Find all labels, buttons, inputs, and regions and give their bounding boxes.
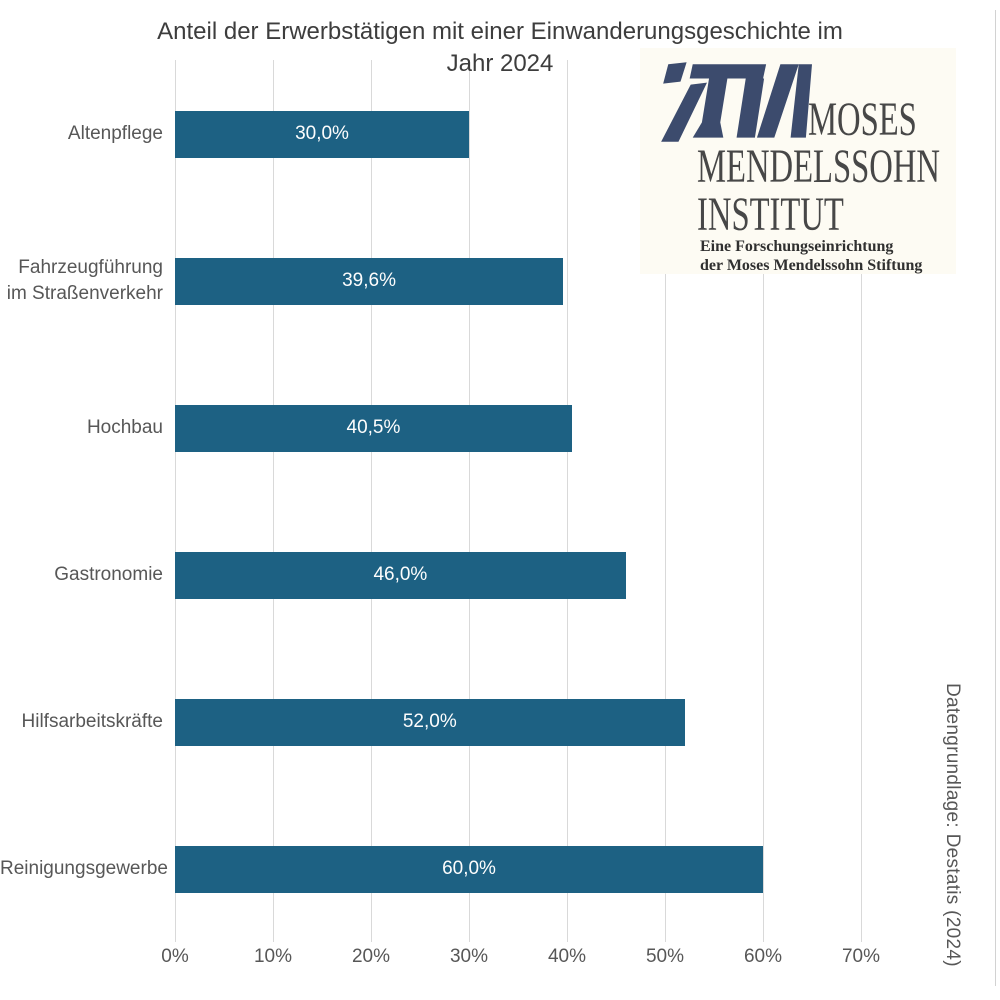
logo-subtitle-line-1: Eine Forschungseinrichtung [700, 238, 894, 255]
bar-value-label: 60,0% [442, 858, 496, 879]
logo-subtitle-line-2: der Moses Mendelssohn Stiftung [700, 257, 923, 274]
category-label: Hilfsarbeitskräfte [21, 711, 164, 732]
bar-value-label: 30,0% [295, 123, 349, 144]
x-tick-label: 0% [161, 946, 189, 967]
chart-title: Anteil der Erwerbstätigen mit einer Einw… [0, 16, 1000, 80]
category-label: Gastronomie [54, 564, 163, 585]
bar-value-label: 46,0% [373, 564, 428, 585]
mmi-hebrew-letters-icon [661, 62, 812, 142]
x-tick-label: 70% [841, 946, 881, 967]
bar: 40,5% [175, 404, 572, 452]
x-tick-label: 60% [743, 946, 783, 967]
gridline [861, 60, 862, 942]
bar: 46,0% [175, 551, 626, 599]
gridline [175, 60, 176, 942]
bar-value-label: 52,0% [402, 711, 457, 732]
chart-title-line-2: Jahr 2024 [446, 50, 554, 77]
bar: 30,0% [175, 110, 469, 158]
category-label: Reinigungsgewerbe [0, 858, 168, 879]
data-source-caption: Datengrundlage: Destatis (2024) [942, 683, 963, 967]
gridline [567, 60, 568, 942]
chart-title-line-1: Anteil der Erwerbstätigen mit einer Einw… [157, 18, 843, 45]
plot-right-border [995, 10, 996, 986]
category-label: Altenpflege [67, 123, 163, 144]
bar-value-label: 39,6% [342, 270, 396, 291]
bar: 39,6% [175, 257, 564, 305]
gridline [665, 60, 666, 942]
category-label: Fahrzeugführung im Straßenverkehr [6, 257, 163, 304]
x-tick-label: 30% [449, 946, 489, 967]
x-tick-label: 10% [253, 946, 293, 967]
category-label: Hochbau [86, 417, 163, 438]
bar-value-label: 40,5% [346, 417, 401, 438]
logo-text-moses: MOSES [808, 93, 917, 146]
gridline [371, 60, 372, 942]
x-tick-label: 40% [547, 946, 587, 967]
gridline [469, 60, 470, 942]
logo-text-mendelssohn: MENDELSSOHN [697, 140, 941, 193]
gridline [273, 60, 274, 942]
logo-text-institut: INSTITUT [697, 188, 844, 241]
x-tick-label: 50% [645, 946, 685, 967]
gridline [763, 60, 764, 942]
bar: 52,0% [175, 698, 685, 746]
x-tick-label: 20% [351, 946, 391, 967]
bar: 60,0% [175, 845, 763, 893]
mmi-logo: MOSES MENDELSSOHN INSTITUT Eine Forschun… [640, 48, 956, 274]
